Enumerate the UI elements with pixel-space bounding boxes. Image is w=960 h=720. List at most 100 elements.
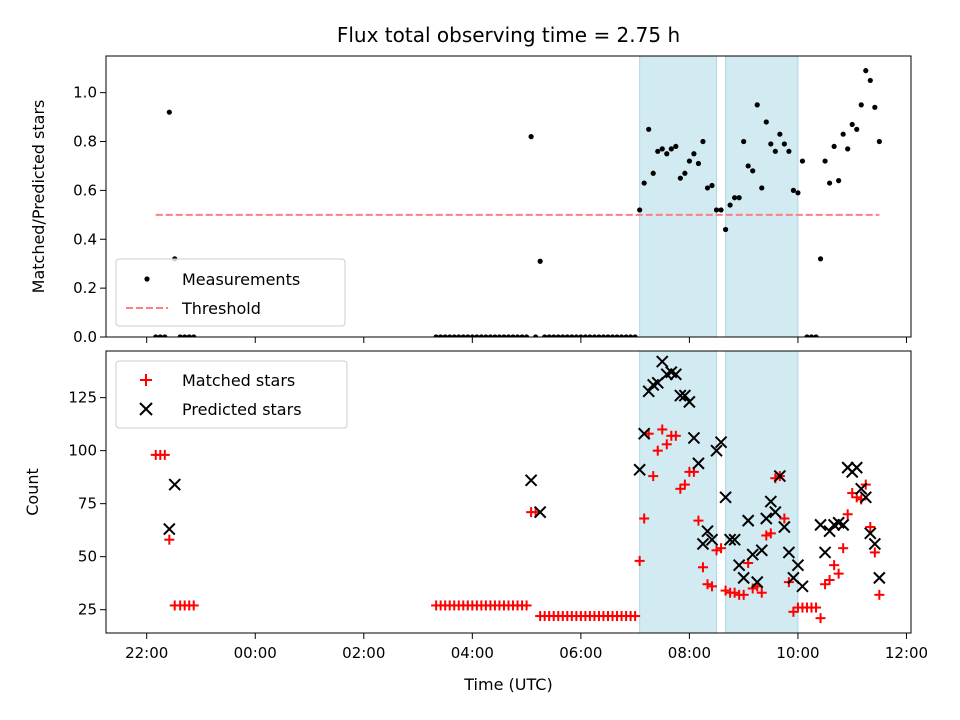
x-tick-label: 10:00	[776, 644, 819, 662]
measurement-point	[596, 334, 602, 337]
measurement-point	[736, 195, 742, 201]
matched-star-point	[648, 471, 659, 482]
predicted-star-point	[741, 514, 755, 527]
top-shaded-intervals	[639, 55, 799, 338]
predicted-star-point	[791, 558, 805, 572]
measurement-point	[186, 334, 192, 337]
predicted-star-point	[719, 491, 732, 504]
measurement-point	[460, 334, 466, 337]
measurement-point	[745, 163, 751, 169]
measurement-point	[836, 178, 842, 184]
measurement-point	[858, 102, 864, 108]
bottom-shaded-intervals	[639, 350, 799, 634]
bottom-legend-box	[115, 360, 348, 429]
measurement-point	[768, 141, 774, 147]
x-tick-label: 02:00	[342, 644, 385, 662]
matched-star-point	[874, 589, 885, 600]
measurement-point	[474, 334, 480, 337]
measurement-point	[741, 138, 747, 145]
measurement-point	[637, 207, 643, 213]
measurement-point	[614, 334, 620, 337]
predicted-star-point	[751, 575, 764, 589]
measurement-point	[722, 226, 729, 233]
predicted-star-point	[836, 518, 850, 532]
measurement-point	[542, 334, 548, 337]
predicted-star-point	[873, 571, 886, 585]
bottom-axes-frame	[105, 350, 912, 634]
measurement-point	[786, 148, 792, 154]
measurement-point	[759, 185, 765, 191]
predicted-star-point	[683, 395, 696, 409]
matched-star-point	[756, 587, 767, 598]
measurement-point	[573, 334, 579, 337]
measurement-point	[510, 334, 516, 337]
bottom-y-tick-label: 50	[78, 548, 97, 566]
predicted-star-point	[687, 431, 701, 445]
predicted-star-point	[533, 505, 547, 519]
predicted-star-point	[524, 474, 538, 487]
matched-star-point	[779, 513, 790, 524]
predicted-star-point	[818, 546, 832, 559]
matched-star-point	[824, 574, 835, 585]
top-y-tick-label: 1.0	[73, 84, 97, 102]
measurement-point	[854, 126, 860, 132]
measurement-point	[822, 158, 828, 164]
measurement-point	[704, 185, 711, 191]
measurement-point	[177, 334, 183, 337]
matched-star-point	[738, 589, 749, 600]
predicted-star-point	[705, 533, 719, 546]
measurement-point	[551, 334, 557, 337]
matched-star-point	[716, 543, 727, 554]
bottom-y-tick-label: 125	[68, 389, 97, 407]
measurement-point	[709, 182, 715, 189]
predicted-star-point	[746, 548, 759, 561]
predicted-star-point	[692, 457, 705, 470]
measurement-point	[166, 109, 172, 115]
measurement-point	[465, 334, 471, 337]
predicted-star-point	[656, 355, 669, 368]
matched-star-point	[661, 439, 672, 450]
matched-star-point	[702, 579, 713, 590]
measurement-point	[492, 334, 498, 337]
measurement-point	[668, 146, 674, 152]
measurement-point	[153, 334, 159, 337]
matched-star-point	[634, 555, 645, 566]
measurement-point	[691, 151, 697, 157]
measurement-point	[826, 180, 833, 186]
x-tick-label: 04:00	[451, 644, 494, 662]
measurement-point	[876, 138, 882, 145]
x-tick-label: 12:00	[885, 644, 928, 662]
predicted-star-point	[669, 368, 683, 381]
legend-predicted-label: Predicted stars	[182, 400, 302, 419]
predicted-star-point	[773, 469, 787, 483]
measurement-point	[514, 334, 521, 337]
predicted-star-point	[168, 478, 181, 491]
top-axes-frame	[105, 55, 912, 338]
measurement-point	[849, 121, 855, 128]
measurement-point	[605, 334, 611, 337]
measurement-point	[537, 258, 543, 264]
x-tick-label: 08:00	[668, 644, 711, 662]
measurement-point	[713, 207, 720, 213]
measurement-point	[469, 334, 475, 337]
matched-star-point	[838, 543, 849, 554]
measurement-point	[750, 168, 756, 174]
measurement-point	[677, 175, 683, 181]
measurement-point	[433, 334, 439, 337]
top-y-tick-label: 0.8	[73, 133, 97, 151]
measurement-point	[655, 148, 661, 154]
measurement-point	[555, 334, 561, 337]
predicted-star-point	[163, 522, 176, 536]
measurement-point	[799, 158, 806, 164]
matched-star-point	[747, 583, 758, 594]
legend-matched-marker	[140, 374, 152, 386]
measurement-point	[456, 334, 462, 337]
top-y-tick-label: 0.0	[73, 328, 97, 346]
measurement-point	[777, 131, 783, 137]
measurement-point	[533, 334, 539, 337]
predicted-star-point	[732, 558, 746, 572]
predicted-star-point	[769, 505, 782, 519]
x-tick-label: 00:00	[234, 644, 277, 662]
matched-star-point	[720, 585, 731, 596]
predicted-star-point	[674, 389, 687, 402]
